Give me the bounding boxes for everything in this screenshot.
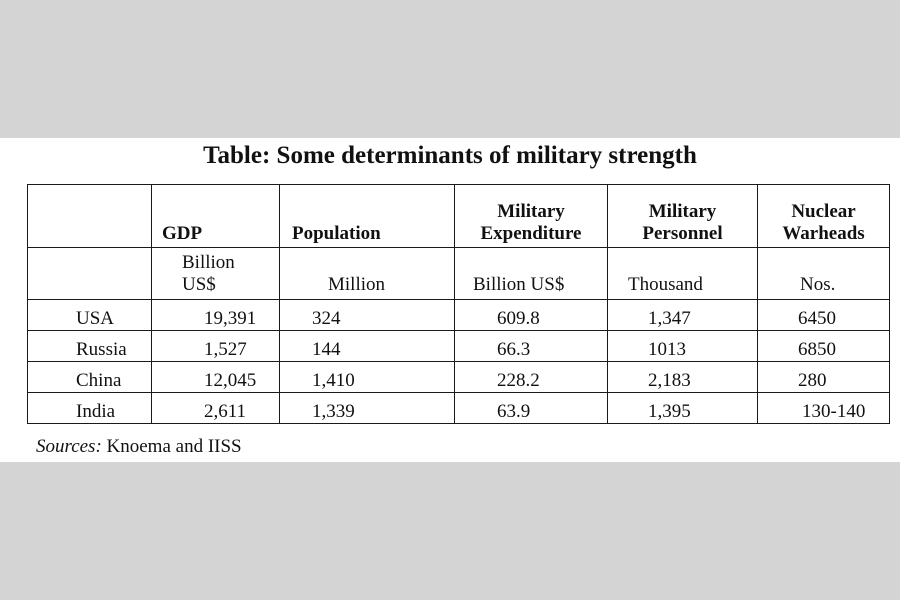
unit-line: US$ — [182, 274, 216, 295]
header-row: GDP Population Military Expenditure Mili… — [27, 184, 890, 248]
header-line: Warheads — [782, 223, 865, 244]
cell-population: 1,410 — [279, 361, 455, 393]
source-text: Knoema and IISS — [101, 436, 242, 457]
document-page: Table: Some determinants of military str… — [0, 138, 900, 462]
unit-nuclear-warheads: Nos. — [757, 247, 890, 300]
table-row: USA 19,391 324 609.8 1,347 6450 — [27, 299, 890, 331]
cell-gdp: 19,391 — [151, 299, 280, 331]
header-nuclear-warheads: Nuclear Warheads — [757, 184, 890, 248]
cell-gdp: 12,045 — [151, 361, 280, 393]
unit-gdp: Billion US$ — [151, 247, 280, 300]
table-row: India 2,611 1,339 63.9 1,395 130-140 — [27, 392, 890, 424]
cell-nuclear-warheads: 6450 — [757, 299, 890, 331]
cell-military-personnel: 1,395 — [607, 392, 758, 424]
unit-military-personnel: Thousand — [607, 247, 758, 300]
header-line: Military — [648, 201, 717, 222]
units-cell-empty — [27, 247, 152, 300]
cell-nuclear-warheads: 280 — [757, 361, 890, 393]
header-military-personnel: Military Personnel — [607, 184, 758, 248]
header-line: Expenditure — [480, 223, 582, 244]
table-row: China 12,045 1,410 228.2 2,183 280 — [27, 361, 890, 393]
cell-military-personnel: 1,347 — [607, 299, 758, 331]
cell-military-expenditure: 66.3 — [454, 330, 608, 362]
cell-country: India — [27, 392, 152, 424]
unit-military-expenditure: Billion US$ — [454, 247, 608, 300]
unit-line: Billion — [182, 252, 235, 273]
header-line: Military — [497, 201, 565, 222]
unit-population: Million — [279, 247, 455, 300]
table-title: Table: Some determinants of military str… — [203, 142, 697, 169]
cell-gdp: 1,527 — [151, 330, 280, 362]
data-table: GDP Population Military Expenditure Mili… — [27, 184, 890, 424]
units-row: Billion US$ Million Billion US$ Thousand… — [27, 247, 890, 300]
cell-population: 144 — [279, 330, 455, 362]
header-cell-empty — [27, 184, 152, 248]
cell-military-expenditure: 63.9 — [454, 392, 608, 424]
cell-military-personnel: 2,183 — [607, 361, 758, 393]
cell-nuclear-warheads: 6850 — [757, 330, 890, 362]
cell-population: 1,339 — [279, 392, 455, 424]
source-note: Sources: Knoema and IISS — [36, 436, 242, 458]
cell-military-personnel: 1013 — [607, 330, 758, 362]
cell-military-expenditure: 609.8 — [454, 299, 608, 331]
table-row: Russia 1,527 144 66.3 1013 6850 — [27, 330, 890, 362]
cell-population: 324 — [279, 299, 455, 331]
cell-country: China — [27, 361, 152, 393]
header-military-expenditure: Military Expenditure — [454, 184, 608, 248]
header-line: Nuclear — [791, 201, 856, 222]
cell-military-expenditure: 228.2 — [454, 361, 608, 393]
cell-gdp: 2,611 — [151, 392, 280, 424]
header-line: Personnel — [642, 223, 723, 244]
cell-country: USA — [27, 299, 152, 331]
cell-nuclear-warheads: 130-140 — [757, 392, 890, 424]
header-gdp: GDP — [151, 184, 280, 248]
cell-country: Russia — [27, 330, 152, 362]
header-population: Population — [279, 184, 455, 248]
source-label: Sources: — [36, 436, 102, 457]
